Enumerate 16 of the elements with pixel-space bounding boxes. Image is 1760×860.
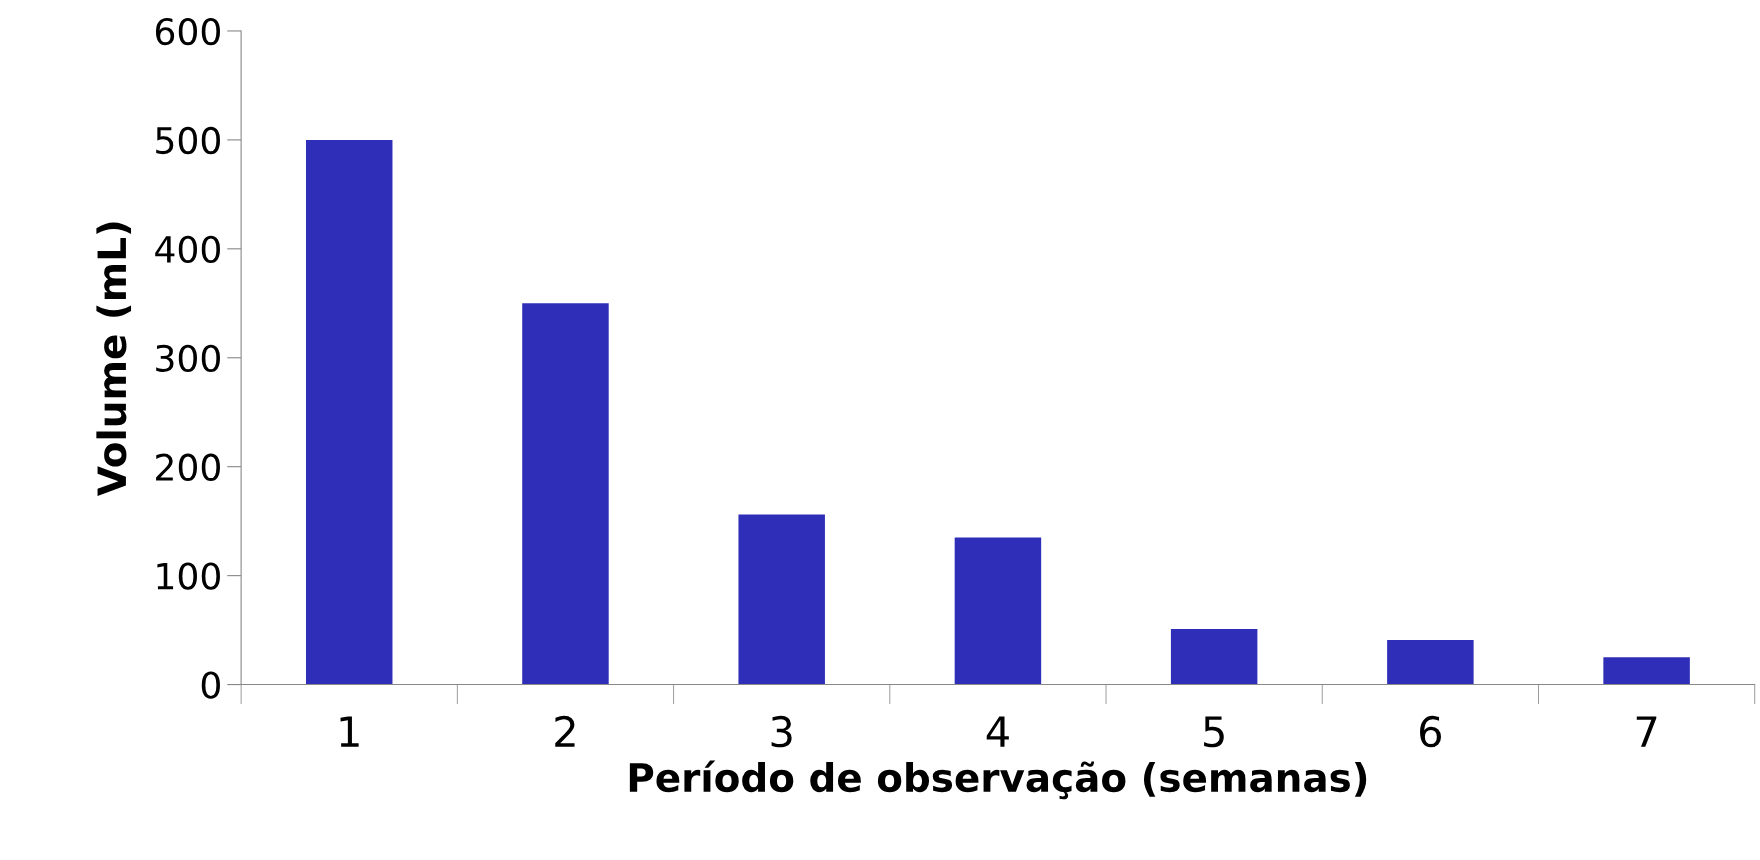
- x-tick-label: 5: [1204, 716, 1224, 748]
- x-tick-label: 6: [1420, 715, 1442, 748]
- x-tick-label: 4: [986, 716, 1009, 747]
- y-tick-label: 600: [155, 17, 220, 46]
- y-tick-label: 200: [156, 453, 220, 481]
- y-tick-label: 300: [156, 344, 220, 372]
- y-tick-label: 0: [201, 671, 220, 699]
- x-tick-label: 2: [555, 715, 575, 747]
- y-axis-title: Volume (mL): [96, 222, 132, 497]
- y-tick-label: 100: [157, 562, 220, 590]
- y-tick-label: 400: [155, 235, 220, 264]
- x-axis-title: Período de observação (semanas): [629, 760, 1367, 800]
- x-tick-label: 1: [340, 716, 359, 747]
- x-tick-label: 3: [771, 715, 792, 748]
- y-tick-label: 500: [156, 126, 220, 155]
- x-tick-label: 7: [1636, 716, 1657, 747]
